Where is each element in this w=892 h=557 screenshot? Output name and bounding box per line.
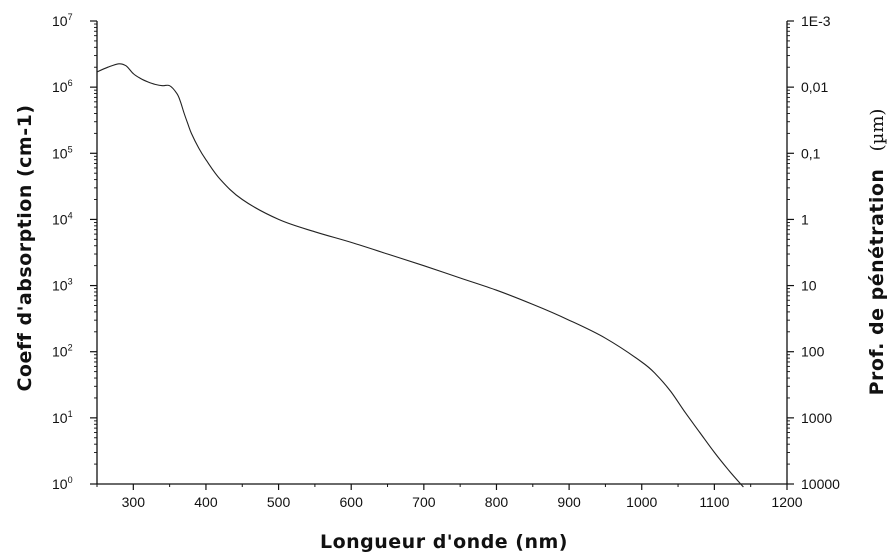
y-left-tick-label: 101 <box>52 409 73 426</box>
y-axis-right-unit: (µm) <box>867 109 888 152</box>
absorption-curve <box>96 63 744 488</box>
y-right-tick-label: 1000 <box>801 410 832 426</box>
x-tick-label: 500 <box>267 494 291 510</box>
x-axis-title: Longueur d'onde (nm) <box>320 531 568 553</box>
y-axis-right-title-group: Prof. de pénétration (µm) <box>866 109 888 396</box>
y-right-tick-label: 100 <box>801 344 825 360</box>
y-left-tick-label: 100 <box>52 475 73 492</box>
y-axis-right-title: Prof. de pénétration <box>866 169 888 396</box>
y-right-tick-label: 10000 <box>801 476 840 492</box>
y-axis-left-title: Coeff d'absorption (cm-1) <box>14 104 36 391</box>
x-tick-label: 1200 <box>771 494 802 510</box>
y-right-tick-label: 10 <box>801 278 817 294</box>
y-right-tick-label: 0,01 <box>801 79 828 95</box>
axes <box>96 21 788 485</box>
x-tick-label: 1100 <box>699 494 729 510</box>
y-right-tick-label: 1 <box>801 211 809 227</box>
x-tick-label: 800 <box>485 494 509 510</box>
tick-labels: 300 400 500 600 700 800 900 1000 1100 12001001011… <box>52 12 840 510</box>
x-tick-label: 900 <box>557 494 581 510</box>
y-left-tick-label: 107 <box>52 12 73 29</box>
y-left-tick-label: 106 <box>52 78 73 95</box>
y-left-tick-label: 105 <box>52 144 73 161</box>
y-left-tick-label: 102 <box>52 343 73 360</box>
y-left-tick-label: 104 <box>52 210 73 227</box>
y-right-tick-label: 0,1 <box>801 145 821 161</box>
x-tick-label: 1000 <box>626 494 657 510</box>
y-left-tick-label: 103 <box>52 277 73 294</box>
y-right-tick-label: 1E-3 <box>801 13 831 29</box>
x-tick-label: 400 <box>194 494 218 510</box>
x-tick-label: 700 <box>412 494 436 510</box>
ticks <box>90 20 794 490</box>
x-tick-label: 300 <box>122 494 146 510</box>
x-tick-label: 600 <box>340 494 364 510</box>
